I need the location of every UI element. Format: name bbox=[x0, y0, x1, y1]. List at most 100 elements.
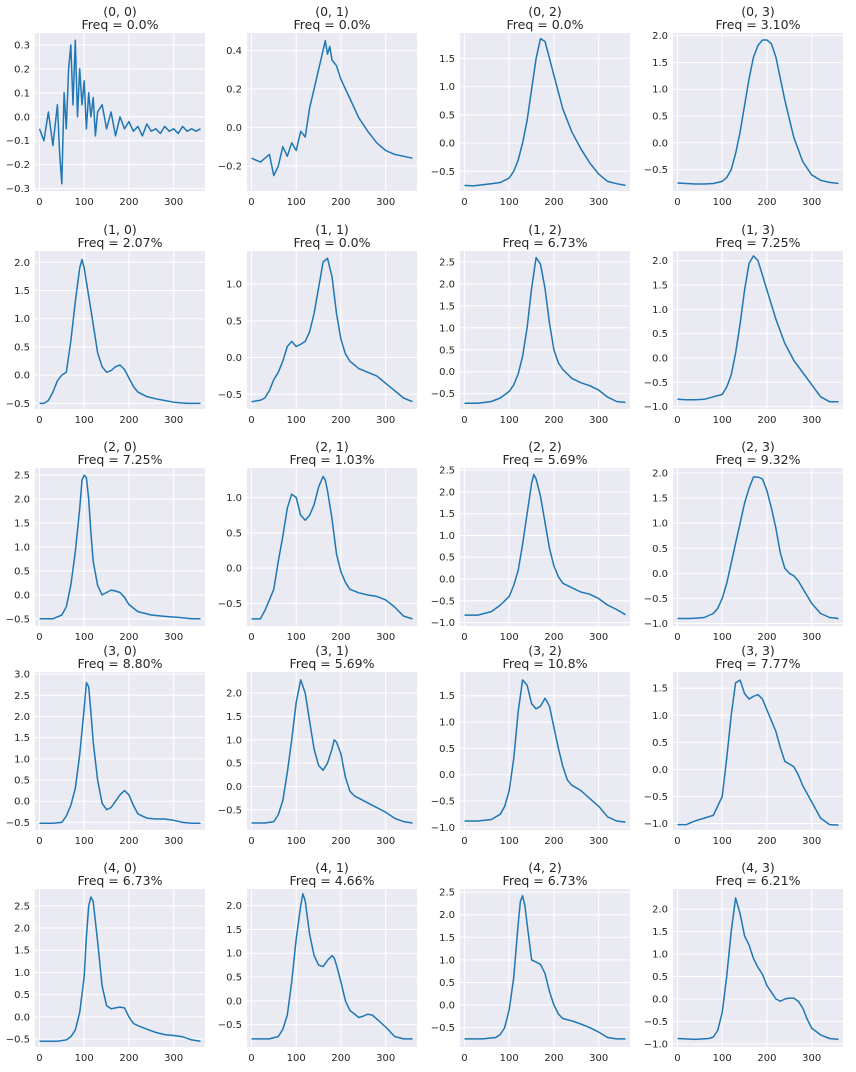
y-tick-label: 0.0 bbox=[14, 112, 30, 123]
y-tick-label: −1.0 bbox=[644, 819, 668, 830]
x-tick-label: 0 bbox=[248, 836, 254, 847]
subplot-title-freq: Freq = 3.10% bbox=[716, 17, 801, 32]
subplot-title-position: (1, 0) bbox=[103, 222, 137, 237]
x-tick-label: 300 bbox=[802, 415, 821, 426]
series-line bbox=[677, 476, 839, 620]
y-tick-label: 2.0 bbox=[439, 487, 455, 498]
x-tick-label: 200 bbox=[119, 197, 138, 208]
series-line bbox=[251, 679, 413, 824]
subplot: 0 100 200 300 −1.0 −0.5 0.0 0.5 1.0 1.5 2.0 2.5 (2, … bbox=[431, 439, 630, 643]
x-tick-label: 200 bbox=[119, 632, 138, 643]
subplot-title-position: (4, 2) bbox=[528, 860, 562, 875]
y-tick-label: 1.0 bbox=[652, 85, 668, 96]
subplot: 0 100 200 300 −0.5 0.0 0.5 1.0 1.5 2.0 (3, 1)Freq … bbox=[218, 643, 417, 847]
series-line bbox=[464, 256, 626, 405]
x-tick-label: 300 bbox=[164, 415, 183, 426]
y-tick-label: 0.0 bbox=[652, 138, 668, 149]
x-tick-label: 0 bbox=[674, 415, 680, 426]
y-tick-label: 1.0 bbox=[14, 543, 30, 554]
x-tick-label: 100 bbox=[713, 415, 732, 426]
y-tick-label: 2.0 bbox=[652, 905, 668, 916]
x-tick-label: 300 bbox=[589, 836, 608, 847]
series-line bbox=[677, 255, 839, 403]
y-tick-label: 2.0 bbox=[226, 901, 242, 912]
y-tick-label: 2.0 bbox=[14, 924, 30, 935]
x-tick-label: 0 bbox=[36, 632, 42, 643]
x-tick-label: 100 bbox=[500, 836, 519, 847]
subplot-title-position: (0, 1) bbox=[315, 4, 349, 19]
series-line bbox=[39, 474, 201, 620]
x-tick-label: 0 bbox=[248, 1053, 254, 1064]
x-tick-label: 300 bbox=[164, 1053, 183, 1064]
y-tick-label: 0.0 bbox=[439, 367, 455, 378]
y-tick-label: 1.0 bbox=[652, 711, 668, 722]
y-tick-label: 1.5 bbox=[439, 691, 455, 702]
x-tick-label: 200 bbox=[757, 1053, 776, 1064]
x-tick-label: 300 bbox=[589, 632, 608, 643]
x-tick-label: 300 bbox=[589, 415, 608, 426]
x-tick-label: 200 bbox=[331, 415, 350, 426]
subplot-title-freq: Freq = 6.21% bbox=[716, 873, 801, 888]
y-tick-label: −0.3 bbox=[6, 184, 30, 195]
series-line bbox=[464, 37, 626, 187]
subplot-title-freq: Freq = 2.07% bbox=[78, 235, 163, 250]
plot-area bbox=[247, 468, 417, 626]
y-tick-label: −0.5 bbox=[431, 797, 455, 808]
subplot-title-position: (2, 0) bbox=[103, 439, 137, 454]
subplot-title-freq: Freq = 0.0% bbox=[82, 17, 159, 32]
x-tick-label: 100 bbox=[75, 632, 94, 643]
subplot: 0 100 200 300 −0.5 0.0 0.5 1.0 1.5 2.0 (0, 3)Freq … bbox=[644, 4, 843, 208]
y-tick-label: 2.5 bbox=[439, 466, 455, 477]
plot-area bbox=[673, 33, 843, 191]
x-tick-label: 100 bbox=[287, 836, 306, 847]
y-tick-label: −0.5 bbox=[6, 818, 30, 829]
x-tick-label: 200 bbox=[544, 632, 563, 643]
y-tick-label: 0.0 bbox=[652, 353, 668, 364]
y-tick-label: 2.0 bbox=[652, 31, 668, 42]
subplot: 0 100 200 300 −1.0 −0.5 0.0 0.5 1.0 1.5 2.0 (2, 3)F… bbox=[644, 439, 843, 643]
y-tick-label: −1.0 bbox=[644, 619, 668, 630]
subplot-title-position: (2, 1) bbox=[315, 439, 349, 454]
subplot-title-freq: Freq = 5.69% bbox=[290, 656, 375, 671]
y-tick-label: −0.5 bbox=[644, 1017, 668, 1028]
x-tick-label: 300 bbox=[802, 836, 821, 847]
series-line bbox=[251, 475, 413, 620]
y-tick-label: 2.0 bbox=[14, 258, 30, 269]
x-tick-label: 200 bbox=[331, 1053, 350, 1064]
y-tick-label: 1.0 bbox=[652, 519, 668, 530]
plot-area bbox=[460, 468, 630, 626]
y-tick-label: 1.5 bbox=[14, 946, 30, 957]
subplot-title-position: (2, 3) bbox=[741, 439, 775, 454]
x-tick-label: 200 bbox=[544, 415, 563, 426]
subplot: 0 100 200 300 −0.5 0.0 0.5 1.0 1.5 2.0 2.5 (1, 2)Fr… bbox=[431, 222, 630, 426]
series-line bbox=[464, 473, 626, 616]
y-tick-label: 1.0 bbox=[439, 82, 455, 93]
y-tick-label: 1.0 bbox=[652, 950, 668, 961]
x-tick-label: 100 bbox=[75, 415, 94, 426]
x-tick-label: 100 bbox=[713, 836, 732, 847]
subplot-title-position: (0, 3) bbox=[741, 4, 775, 19]
x-tick-label: 200 bbox=[119, 1053, 138, 1064]
subplot: 0 100 200 300 −0.5 0.0 0.5 1.0 1.5 2.0 (4, 1)Freq … bbox=[218, 860, 417, 1064]
x-tick-label: 300 bbox=[164, 836, 183, 847]
y-tick-label: 2.5 bbox=[14, 901, 30, 912]
y-tick-label: −0.5 bbox=[644, 792, 668, 803]
subplot-title-freq: Freq = 7.25% bbox=[716, 235, 801, 250]
x-tick-label: 100 bbox=[287, 1053, 306, 1064]
subplot-title-freq: Freq = 4.66% bbox=[290, 873, 375, 888]
y-tick-label: 0.3 bbox=[14, 40, 30, 51]
y-tick-label: 2.5 bbox=[439, 888, 455, 899]
series-line bbox=[677, 39, 839, 185]
x-tick-label: 300 bbox=[376, 1053, 395, 1064]
subplot-title-freq: Freq = 10.8% bbox=[503, 656, 588, 671]
plot-area bbox=[460, 33, 630, 191]
y-tick-label: 1.5 bbox=[652, 684, 668, 695]
series-line bbox=[251, 39, 413, 177]
subplot-title-freq: Freq = 6.73% bbox=[503, 235, 588, 250]
subplot: 0 100 200 300 −0.3 −0.2 −0.1 0.0 0.1 0.2 0.3 (0, 0)… bbox=[6, 4, 205, 208]
x-tick-label: 0 bbox=[674, 632, 680, 643]
y-tick-label: 0.5 bbox=[439, 978, 455, 989]
plot-area bbox=[35, 251, 205, 409]
y-tick-label: 0.5 bbox=[652, 544, 668, 555]
